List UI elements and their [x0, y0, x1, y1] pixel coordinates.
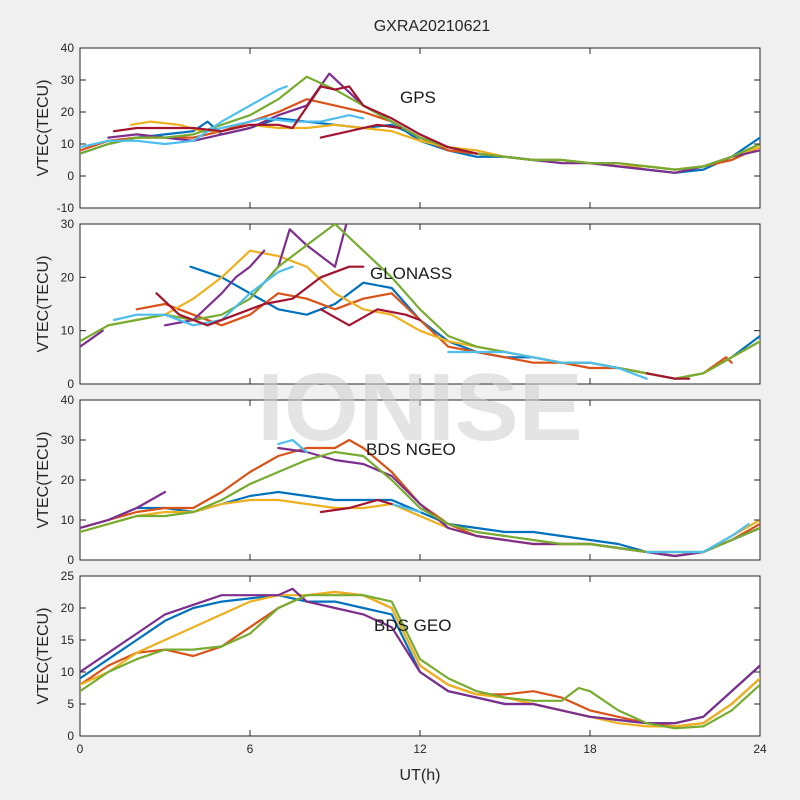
panel-label: BDS GEO	[374, 616, 451, 635]
plot-area	[79, 399, 761, 561]
series-group	[80, 587, 760, 730]
series-line-3	[80, 329, 104, 348]
y-tick-label: 30	[61, 433, 75, 447]
series-line-8	[645, 522, 750, 554]
series-line-4	[80, 75, 760, 171]
watermark: IONISE	[257, 354, 582, 461]
y-tick-label: 0	[67, 377, 74, 391]
y-tick-label: 10	[61, 665, 75, 679]
series-line-8	[319, 123, 402, 139]
panel-label: GPS	[400, 88, 436, 107]
series-line-4	[80, 594, 760, 730]
series-line-7	[112, 85, 478, 155]
y-tick-label: 20	[61, 270, 75, 284]
y-tick-label: 20	[61, 105, 75, 119]
y-tick-label: 20	[61, 601, 75, 615]
series-line-3	[80, 587, 760, 725]
y-tick-label: 20	[61, 473, 75, 487]
y-tick-label: -10	[57, 201, 75, 215]
panel-1: 0 10 20 30 VTEC(TECU) GLONASS	[35, 217, 761, 391]
y-axis-label: VTEC(TECU)	[35, 432, 52, 529]
y-tick-label: 30	[61, 73, 75, 87]
series-group	[80, 72, 760, 174]
y-tick-label: 10	[61, 513, 75, 527]
x-tick-label: 6	[247, 742, 254, 756]
y-tick-label: 0	[67, 169, 74, 183]
y-tick-label: 40	[61, 393, 75, 407]
y-axis-label: VTEC(TECU)	[35, 80, 52, 177]
series-line-4	[163, 249, 266, 327]
y-tick-label: 5	[67, 697, 74, 711]
y-tick-label: 40	[61, 41, 75, 55]
series-line-2	[80, 590, 760, 728]
series-line-6	[206, 114, 365, 133]
plot-area	[79, 575, 761, 737]
series-line-3	[80, 490, 167, 530]
panel-2: 0 10 20 30 40 VTEC(TECU) BDS NGEO	[35, 393, 761, 567]
y-tick-label: 15	[61, 633, 75, 647]
series-line-9	[319, 498, 393, 514]
x-axis-label: UT(h)	[400, 767, 441, 784]
x-tick-label: 12	[413, 742, 427, 756]
y-tick-label: 10	[61, 137, 75, 151]
panels: -10 0 10 20 30 40 VTEC(TECU) GPS 0 10 20 30 VTEC(TEC…	[35, 41, 767, 756]
figure-title: GXRA20210621	[374, 18, 491, 35]
panel-0: -10 0 10 20 30 40 VTEC(TECU) GPS	[35, 41, 761, 215]
y-axis-label: VTEC(TECU)	[35, 256, 52, 353]
series-line-10	[319, 308, 422, 327]
series-line-8	[447, 350, 648, 380]
y-tick-label: 0	[67, 553, 74, 567]
plot-area	[79, 223, 761, 385]
series-line-4	[277, 446, 760, 558]
series-line-11	[645, 372, 691, 380]
series-group	[80, 224, 760, 380]
x-tick-label: 18	[583, 742, 597, 756]
y-tick-label: 30	[61, 217, 75, 231]
panel-3: 0 5 10 15 20 25 0 6 12 18 24 VTEC(TECU) BDS GEO	[35, 569, 767, 756]
series-line-7	[112, 265, 294, 327]
x-tick-label: 24	[753, 742, 767, 756]
y-tick-label: 0	[67, 729, 74, 743]
series-line-5	[80, 85, 288, 149]
y-tick-label: 10	[61, 324, 75, 338]
panel-label: BDS NGEO	[366, 440, 456, 459]
series-line-6	[277, 438, 308, 454]
series-line-9	[155, 265, 365, 327]
panel-label: GLONASS	[370, 264, 452, 283]
x-tick-label: 0	[77, 742, 84, 756]
series-line-7	[390, 502, 422, 514]
y-axis-label: VTEC(TECU)	[35, 608, 52, 705]
y-tick-label: 25	[61, 569, 75, 583]
series-group	[80, 438, 760, 558]
